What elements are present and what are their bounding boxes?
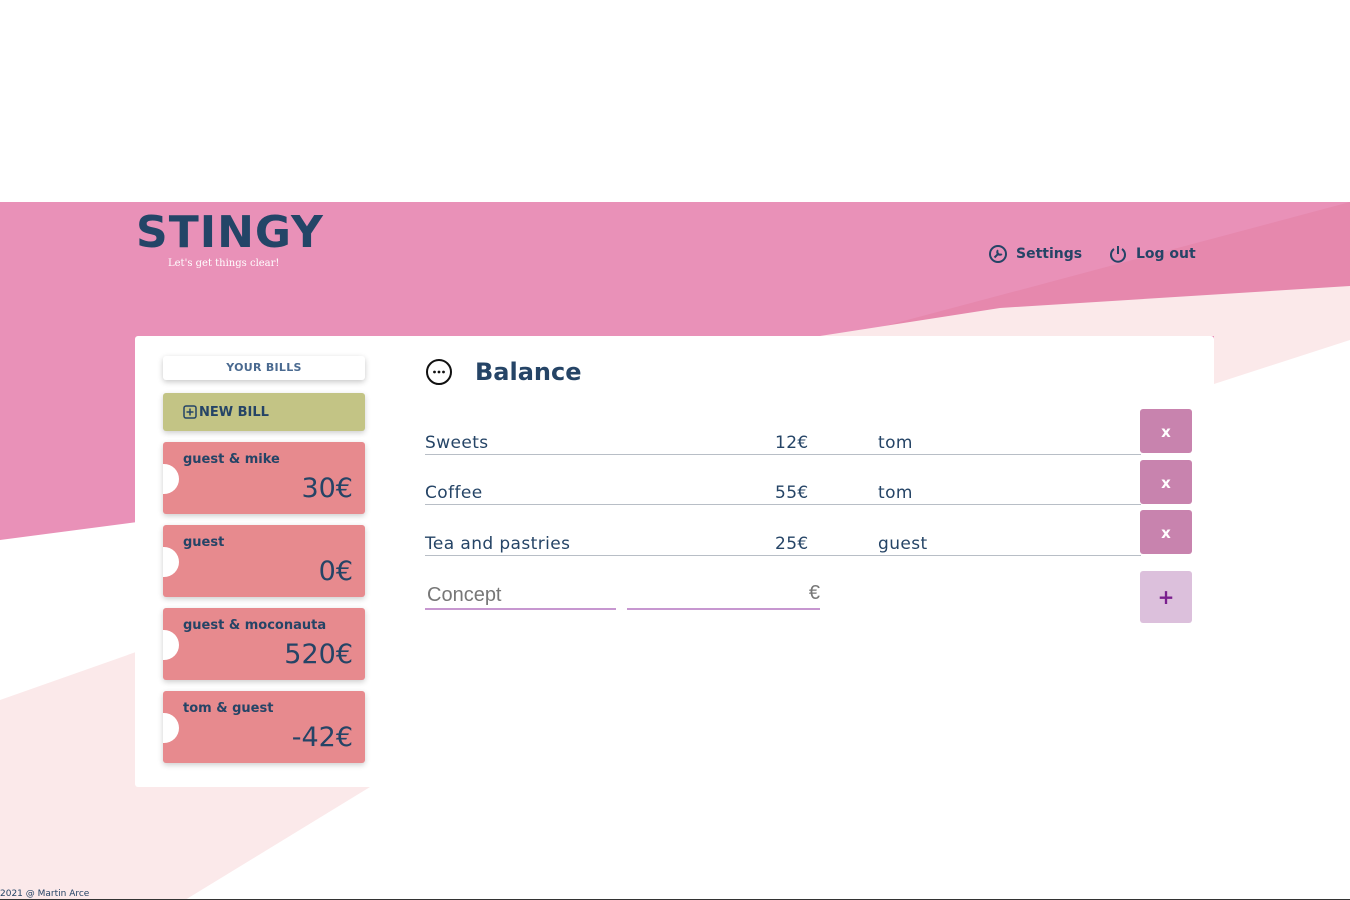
page-title: Balance — [475, 358, 582, 386]
expense-row: Sweets 12€ tom — [425, 430, 1141, 455]
bill-card[interactable]: guest & moconauta 520€ — [163, 608, 365, 680]
balance-panel: Balance Sweets 12€ tom x Coffee 55€ tom … — [425, 356, 1195, 623]
app-tagline: Let's get things clear! — [168, 258, 280, 269]
logout-link[interactable]: Log out — [1108, 244, 1196, 264]
ticket-notch — [163, 630, 179, 660]
delete-expense-button[interactable]: x — [1140, 460, 1192, 504]
new-bill-button[interactable]: NEW BILL — [163, 393, 365, 431]
bill-amount: 520€ — [284, 639, 353, 670]
plus-square-icon — [183, 405, 197, 419]
concept-input[interactable] — [425, 582, 620, 608]
expense-amount: 25€ — [775, 534, 809, 554]
expense-concept: Sweets — [425, 433, 489, 453]
bill-participants: guest & mike — [183, 452, 280, 467]
wrench-circle-icon — [989, 245, 1007, 263]
expense-payer: tom — [878, 433, 913, 453]
bill-card[interactable]: guest & mike 30€ — [163, 442, 365, 514]
bill-card[interactable]: tom & guest -42€ — [163, 691, 365, 763]
new-bill-label: NEW BILL — [199, 404, 269, 420]
bill-amount: -42€ — [291, 722, 353, 753]
expense-payer: tom — [878, 483, 913, 503]
brand: STINGY Let's get things clear! — [136, 206, 324, 269]
footer-credit: 2021 @ Martin Arce — [0, 889, 90, 899]
expense-concept: Tea and pastries — [425, 534, 571, 554]
expense-concept: Coffee — [425, 483, 483, 503]
expense-amount: 55€ — [775, 483, 809, 503]
settings-label: Settings — [1016, 246, 1083, 262]
amount-input[interactable] — [627, 582, 824, 608]
delete-expense-button[interactable]: x — [1140, 510, 1192, 554]
expense-payer: guest — [878, 534, 928, 554]
expense-row: Tea and pastries 25€ guest — [425, 531, 1141, 556]
more-circle-icon — [426, 359, 452, 385]
power-icon — [1110, 246, 1126, 263]
settings-link[interactable]: Settings — [988, 244, 1082, 264]
amount-field[interactable]: € — [627, 582, 824, 610]
bill-amount: 30€ — [301, 473, 353, 504]
bill-amount: 0€ — [318, 556, 353, 587]
concept-field[interactable] — [425, 582, 620, 610]
your-bills-title: YOUR BILLS — [163, 356, 365, 380]
expense-amount: 12€ — [775, 433, 809, 453]
ticket-notch — [163, 547, 179, 577]
bill-participants: guest & moconauta — [183, 618, 327, 633]
ticket-notch — [163, 713, 179, 743]
bill-participants: tom & guest — [183, 701, 274, 716]
balance-header: Balance — [425, 356, 1195, 388]
logout-label: Log out — [1136, 246, 1196, 262]
expense-row: Coffee 55€ tom — [425, 480, 1141, 505]
app-logo: STINGY — [136, 207, 324, 258]
add-expense-button[interactable]: + — [1140, 571, 1192, 623]
content-card: YOUR BILLS NEW BILL guest & mike 30€ gue… — [135, 336, 1214, 787]
bills-sidebar: YOUR BILLS NEW BILL guest & mike 30€ gue… — [163, 356, 365, 763]
delete-expense-button[interactable]: x — [1140, 409, 1192, 453]
bill-card[interactable]: guest 0€ — [163, 525, 365, 597]
ticket-notch — [163, 464, 179, 494]
bill-participants: guest — [183, 535, 225, 550]
currency-symbol: € — [808, 582, 820, 604]
